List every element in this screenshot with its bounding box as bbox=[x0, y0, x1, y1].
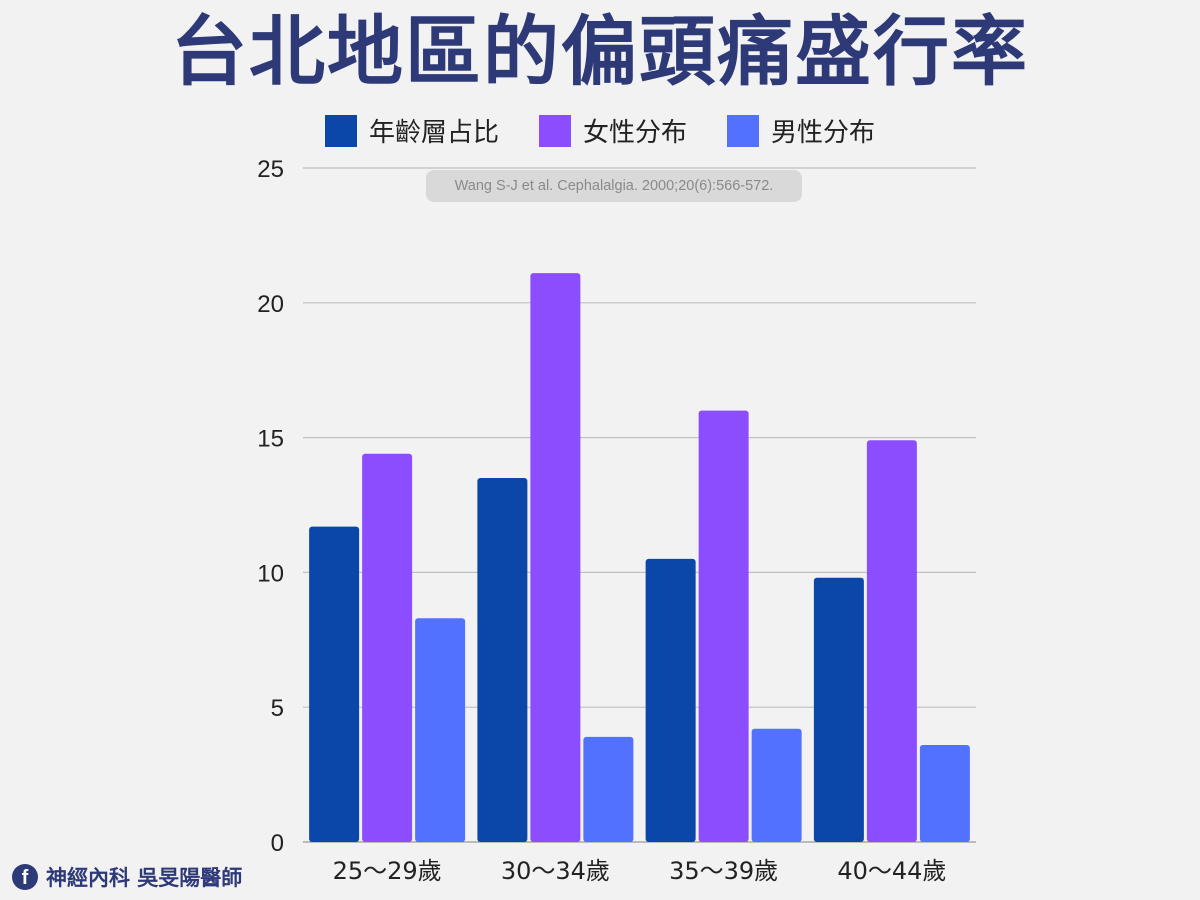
bar-0-2 bbox=[415, 618, 466, 842]
bar-2-1 bbox=[698, 410, 749, 842]
y-tick-label-5: 5 bbox=[271, 695, 284, 722]
bar-0-0 bbox=[309, 526, 360, 842]
x-tick-label-1: 30～34歲 bbox=[501, 857, 610, 885]
footer: f 神經內科 吳旻陽醫師 bbox=[12, 862, 242, 892]
facebook-icon[interactable]: f bbox=[12, 864, 38, 890]
bar-3-0 bbox=[813, 577, 864, 842]
legend-item-age-share: 年齡層占比 bbox=[324, 112, 499, 149]
legend-swatch-female bbox=[538, 114, 571, 147]
bar-2-2 bbox=[751, 728, 802, 842]
bar-layer bbox=[309, 273, 970, 842]
legend-item-female: 女性分布 bbox=[538, 112, 687, 149]
chart-title: 台北地區的偏頭痛盛行率 bbox=[171, 7, 1029, 96]
citation-badge: Wang S-J et al. Cephalalgia. 2000;20(6):… bbox=[426, 170, 802, 202]
legend-label-male: 男性分布 bbox=[771, 118, 876, 148]
y-tick-label-0: 0 bbox=[271, 830, 284, 857]
y-tick-label-25: 25 bbox=[257, 156, 284, 183]
legend: 年齡層占比 女性分布 男性分布 bbox=[0, 112, 1200, 149]
axis-layer: 0 5 10 15 20 25 25～29歲 30～34歲 35～39歲 40～44歲 bbox=[257, 156, 946, 885]
legend-item-male: 男性分布 bbox=[727, 112, 875, 149]
bar-3-1 bbox=[866, 440, 917, 842]
legend-label-age-share: 年齡層占比 bbox=[368, 118, 499, 148]
x-tick-label-2: 35～39歲 bbox=[669, 857, 778, 885]
legend-swatch-age-share bbox=[324, 114, 357, 147]
x-tick-label-0: 25～29歲 bbox=[333, 857, 442, 885]
footer-text: 神經內科 吳旻陽醫師 bbox=[46, 866, 243, 890]
y-tick-label-20: 20 bbox=[257, 291, 284, 318]
bar-1-0 bbox=[477, 478, 528, 842]
x-tick-label-3: 40～44歲 bbox=[837, 857, 946, 885]
y-tick-label-15: 15 bbox=[257, 426, 284, 453]
y-tick-label-10: 10 bbox=[257, 560, 284, 587]
legend-swatch-male bbox=[727, 114, 759, 147]
bar-3-2 bbox=[919, 744, 970, 842]
bar-1-2 bbox=[583, 736, 634, 842]
bar-0-1 bbox=[362, 453, 413, 842]
legend-label-female: 女性分布 bbox=[582, 118, 687, 148]
bar-2-0 bbox=[645, 558, 696, 842]
bar-1-1 bbox=[530, 273, 581, 842]
